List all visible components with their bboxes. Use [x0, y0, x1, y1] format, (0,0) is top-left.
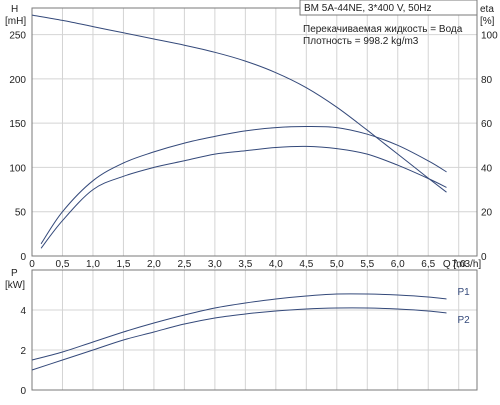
y-tick-label-bottom: 2 [20, 346, 26, 357]
y-axis-title-left: H [11, 4, 18, 15]
x-tick-label: 0 [29, 259, 35, 270]
x-axis-title: Q [m3/h] [443, 259, 482, 270]
y-tick-label-left: 250 [9, 31, 26, 42]
x-tick-label: 5,5 [360, 259, 374, 270]
density-annotation: Плотность = 998.2 kg/m3 [303, 36, 419, 47]
y-tick-label-right: 60 [481, 119, 493, 130]
y-tick-label-right: 0 [481, 252, 487, 263]
bottom-plot-frame [31, 269, 478, 391]
x-tick-label: 1,0 [86, 259, 100, 270]
head-curve-line [31, 14, 447, 193]
x-tick-label: 7,0 [452, 259, 466, 270]
y-tick-label-left: 200 [9, 75, 26, 86]
x-tick-label: 3,5 [238, 259, 252, 270]
y-tick-label-left: 150 [9, 119, 26, 130]
y-tick-label-left: 100 [9, 163, 26, 174]
chart-title: BM 5A-44NE, 3*400 V, 50Hz [304, 3, 431, 14]
y-tick-label-right: 20 [481, 208, 493, 219]
y-tick-label-left: 0 [20, 252, 26, 263]
efficiency-curve-line-2 [40, 145, 447, 249]
x-tick-label: 4,5 [299, 259, 313, 270]
efficiency-curve-line-1 [40, 125, 447, 245]
x-tick-label: 2,5 [177, 259, 191, 270]
x-tick-label: 1,5 [116, 259, 130, 270]
top-plot-frame [31, 7, 478, 257]
x-tick-label: 6,0 [391, 259, 405, 270]
power-curve-line-p2 [31, 307, 447, 371]
series-label-p1: P1 [458, 287, 471, 298]
y-tick-label-bottom: 4 [20, 306, 26, 317]
y-axis-unit-left: [mH] [5, 16, 26, 27]
y-axis-title-right: eta [480, 4, 494, 15]
y-tick-label-right: 80 [481, 75, 493, 86]
x-tick-label: 3,0 [208, 259, 222, 270]
y-tick-label-left: 50 [15, 208, 27, 219]
x-tick-label: 0,5 [56, 259, 70, 270]
y-tick-label-right: 40 [481, 163, 493, 174]
x-tick-label: 2,0 [147, 259, 161, 270]
y-axis-unit-bottom: [kW] [5, 280, 25, 291]
liquid-annotation: Перекачиваемая жидкость = Вода [303, 24, 463, 35]
title-box [299, 0, 478, 16]
x-tick-label: 5,0 [330, 259, 344, 270]
power-curve-line-p1 [31, 293, 447, 361]
x-tick-label: 6,5 [421, 259, 435, 270]
y-tick-label-right: 100 [481, 31, 498, 42]
x-tick-label: 4,0 [269, 259, 283, 270]
y-axis-title-bottom: P [11, 268, 18, 279]
y-tick-label-bottom: 0 [20, 386, 26, 397]
y-axis-unit-right: [%] [480, 16, 495, 27]
series-label-p2: P2 [458, 315, 471, 326]
